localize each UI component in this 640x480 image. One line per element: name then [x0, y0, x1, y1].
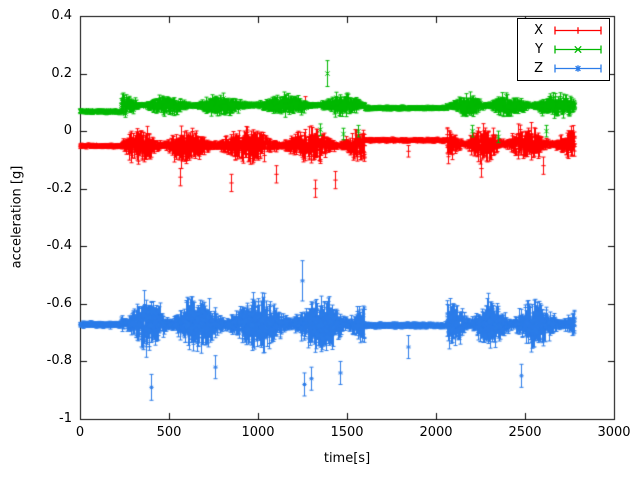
x-tick-label: 2000 — [419, 425, 453, 440]
x-tick-label: 0 — [75, 425, 85, 440]
y-tick-label: 0.4 — [51, 8, 72, 23]
y-tick-label: -0.8 — [46, 353, 72, 369]
legend-label: X — [534, 23, 543, 38]
y-tick-label: -0.2 — [46, 180, 72, 196]
y-tick-label: -0.6 — [46, 295, 72, 311]
legend-item-x: X — [534, 21, 604, 40]
y-tick-label: -1 — [59, 411, 72, 426]
legend-item-y: Y — [534, 40, 604, 59]
legend-label: Z — [534, 61, 543, 76]
x-tick-label: 1000 — [241, 425, 275, 440]
errorbar-sample-icon — [554, 64, 602, 73]
y-tick-label: -0.4 — [46, 238, 72, 254]
legend-item-z: Z — [534, 59, 604, 78]
y-tick-label: 0.2 — [51, 65, 72, 81]
x-tick-label: 500 — [156, 425, 182, 440]
errorbar-sample-icon — [554, 26, 602, 35]
x-tick-label: 3000 — [597, 425, 631, 440]
x-tick-label: 1500 — [330, 425, 364, 440]
x-axis-title: time[s] — [323, 451, 371, 466]
errorbar-sample-icon — [554, 45, 602, 54]
y-axis-title: acceleration [g] — [9, 165, 25, 269]
legend-label: Y — [535, 42, 543, 57]
x-tick-label: 2500 — [508, 425, 542, 440]
y-tick-label: 0 — [63, 123, 72, 139]
